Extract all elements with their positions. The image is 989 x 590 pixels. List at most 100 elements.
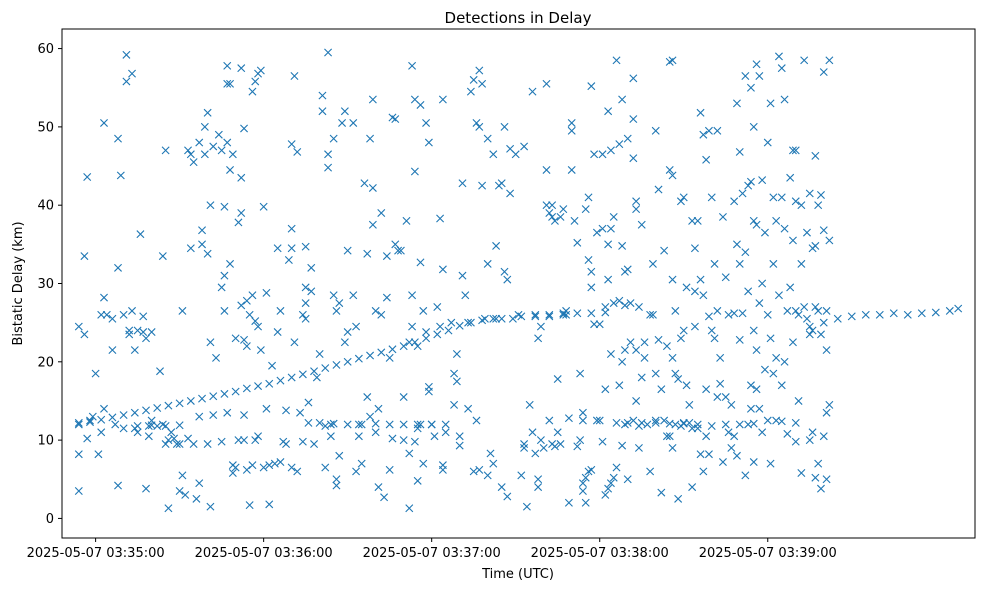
detection-marker <box>315 418 324 427</box>
detection-marker <box>797 259 806 268</box>
detection-marker <box>223 408 232 417</box>
detection-marker <box>206 502 215 511</box>
detection-marker <box>371 419 380 428</box>
detection-marker <box>186 150 195 159</box>
detection-marker <box>738 189 747 198</box>
detection-marker <box>598 150 607 159</box>
detection-marker <box>534 483 543 492</box>
y-tick-label: 50 <box>37 120 54 135</box>
detection-marker <box>91 369 100 378</box>
detection-marker <box>340 338 349 347</box>
detection-marker <box>223 138 232 147</box>
detection-marker <box>287 224 296 233</box>
detection-marker <box>326 432 335 441</box>
detection-marker <box>413 476 422 485</box>
detection-marker <box>130 408 139 417</box>
detection-marker <box>175 440 184 449</box>
detection-marker <box>172 440 181 449</box>
detection-marker <box>223 61 232 70</box>
detection-marker <box>822 475 831 484</box>
detection-marker <box>763 310 772 319</box>
detection-marker <box>542 165 551 174</box>
detection-marker <box>685 400 694 409</box>
detection-marker <box>567 165 576 174</box>
detection-marker <box>679 419 688 428</box>
detection-marker <box>200 150 209 159</box>
detection-marker <box>114 481 123 490</box>
detection-marker <box>396 246 405 255</box>
detection-marker <box>492 241 501 250</box>
detection-marker <box>399 420 408 429</box>
detection-marker <box>606 146 615 155</box>
detection-marker <box>422 328 431 337</box>
detection-marker <box>332 475 341 484</box>
detection-marker <box>800 56 809 65</box>
detection-marker <box>615 140 624 149</box>
detection-marker <box>542 201 551 210</box>
points-layer <box>74 48 963 513</box>
detection-marker <box>158 252 167 261</box>
detection-marker <box>74 418 83 427</box>
detection-marker <box>321 463 330 472</box>
detection-marker <box>133 428 142 437</box>
detection-marker <box>74 450 83 459</box>
detection-marker <box>324 150 333 159</box>
detection-marker <box>609 299 618 308</box>
detection-marker <box>699 291 708 300</box>
detection-marker <box>248 461 257 470</box>
detection-marker <box>97 428 106 437</box>
detection-marker <box>489 459 498 468</box>
detection-marker <box>592 416 601 425</box>
detection-marker <box>478 181 487 190</box>
detection-marker <box>696 275 705 284</box>
detection-marker <box>265 500 274 509</box>
detection-marker <box>679 193 688 202</box>
detection-marker <box>268 361 277 370</box>
detection-marker <box>256 346 265 355</box>
detection-marker <box>226 79 235 88</box>
detection-marker <box>209 392 218 401</box>
detection-marker <box>741 71 750 80</box>
detection-marker <box>486 449 495 458</box>
detection-marker <box>242 465 251 474</box>
detection-marker <box>382 293 391 302</box>
detection-marker <box>497 483 506 492</box>
detection-marker <box>349 291 358 300</box>
detection-marker <box>620 346 629 355</box>
detection-marker <box>363 393 372 402</box>
detection-marker <box>808 428 817 437</box>
detection-marker <box>746 177 755 186</box>
detection-marker <box>161 440 170 449</box>
detection-marker <box>368 220 377 229</box>
detection-marker <box>592 228 601 237</box>
detection-marker <box>637 373 646 382</box>
detection-marker <box>226 259 235 268</box>
detection-marker <box>772 216 781 225</box>
detection-marker <box>615 381 624 390</box>
detection-marker <box>293 467 302 476</box>
detection-marker <box>122 50 131 59</box>
detection-marker <box>746 404 755 413</box>
detection-marker <box>237 301 246 310</box>
detection-marker <box>399 436 408 445</box>
detection-marker <box>290 338 299 347</box>
detection-marker <box>357 420 366 429</box>
detection-marker <box>450 400 459 409</box>
detection-marker <box>447 318 456 327</box>
detection-marker <box>584 256 593 264</box>
y-tick-label: 60 <box>37 42 54 57</box>
detection-marker <box>195 412 204 421</box>
detection-marker <box>424 387 433 396</box>
detection-marker <box>343 328 352 337</box>
x-tick-label: 2025-05-07 03:38:00 <box>531 546 669 561</box>
detection-marker <box>380 493 389 502</box>
detection-marker <box>455 441 464 450</box>
detection-marker <box>769 369 778 378</box>
detection-marker <box>360 179 369 188</box>
detection-marker <box>438 265 447 274</box>
detection-marker <box>382 252 391 261</box>
detection-marker <box>774 52 783 61</box>
detection-marker <box>727 400 736 409</box>
detection-marker <box>231 334 240 343</box>
detection-marker <box>626 299 635 308</box>
